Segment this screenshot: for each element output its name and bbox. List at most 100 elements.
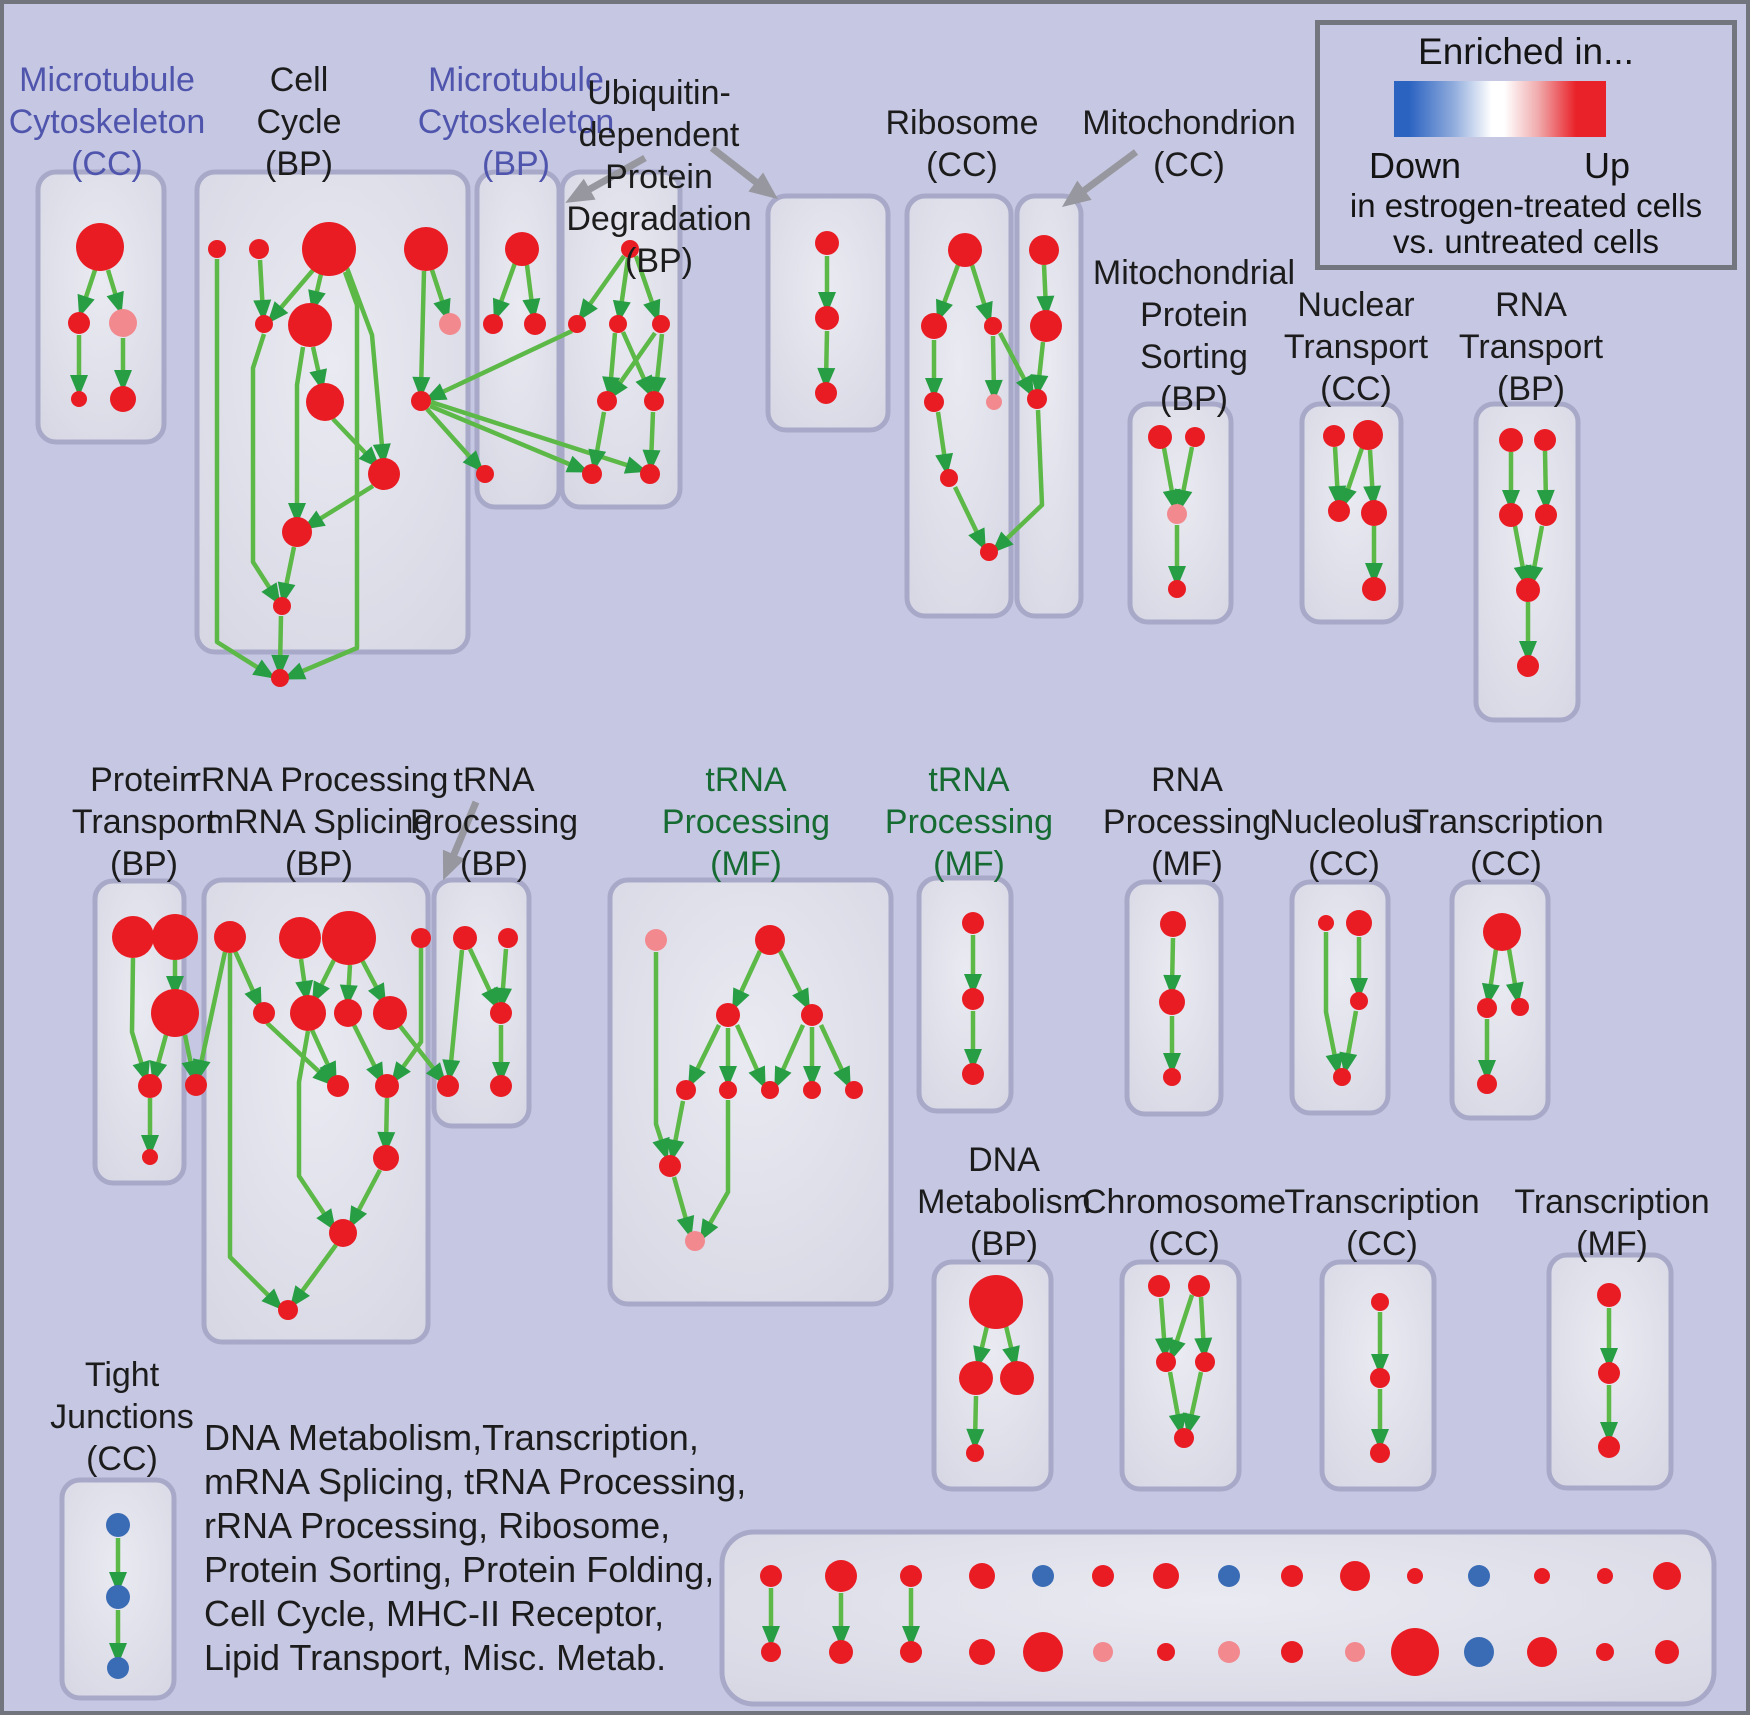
go-term-node <box>68 312 90 334</box>
go-term-node <box>109 309 137 337</box>
go-term-node <box>1407 1568 1423 1584</box>
go-term-node <box>1167 504 1187 524</box>
edge-arrow <box>412 270 431 399</box>
edge-arrow <box>607 331 657 401</box>
go-term-node <box>214 921 246 953</box>
go-term-node <box>761 1642 781 1662</box>
go-term-node <box>1174 1428 1194 1448</box>
go-term-node <box>1000 1361 1034 1395</box>
edge-arrow <box>666 1100 686 1162</box>
edge-arrow <box>973 1325 991 1369</box>
go-term-node <box>803 1081 821 1099</box>
edge-arrow <box>1168 1294 1195 1362</box>
go-term-node <box>453 926 477 950</box>
go-term-node <box>249 239 269 259</box>
edge-arrow <box>250 333 281 606</box>
cluster-box-transcription-cc-mid <box>1449 879 1551 1121</box>
go-term-node <box>815 306 839 330</box>
go-term-node <box>900 1641 922 1663</box>
go-term-node <box>685 1231 705 1251</box>
edge-arrow <box>588 411 607 472</box>
edge-arrow <box>1363 449 1382 508</box>
go-term-node <box>1093 1642 1113 1662</box>
go-term-node <box>1148 425 1172 449</box>
go-term-node <box>1153 1563 1179 1589</box>
go-term-node <box>676 1080 696 1100</box>
edge-arrow <box>282 271 360 680</box>
go-term-node <box>980 543 998 561</box>
edge-arrow <box>277 546 297 605</box>
edge-arrow <box>620 331 653 399</box>
go-term-node <box>152 914 198 960</box>
edge-arrow <box>818 1024 851 1090</box>
go-term-node <box>1597 1283 1621 1307</box>
go-term-node <box>924 392 944 412</box>
go-term-node <box>962 912 984 934</box>
go-term-node <box>208 240 226 258</box>
edge-arrow <box>351 1023 385 1086</box>
go-term-node <box>373 996 407 1030</box>
go-term-node <box>1163 1068 1181 1086</box>
legend-up-label: Up <box>1583 145 1631 186</box>
go-term-node <box>801 1004 823 1026</box>
go-term-node <box>271 669 289 687</box>
go-term-node <box>1477 1074 1497 1094</box>
go-term-node <box>1350 992 1368 1010</box>
edge-arrow <box>699 1100 731 1242</box>
go-term-node <box>1032 1565 1054 1587</box>
go-term-node <box>253 1002 275 1024</box>
go-term-node <box>439 313 461 335</box>
label-pointer-arrow <box>1061 149 1139 207</box>
edge-arrow <box>991 409 1045 554</box>
go-term-node <box>524 313 546 335</box>
edge-arrow <box>429 269 451 322</box>
go-term-node <box>597 391 617 411</box>
edge-arrow <box>296 1030 336 1232</box>
edge-arrow <box>998 331 1035 398</box>
edge-arrow <box>1182 1371 1204 1436</box>
edge-arrow <box>331 417 381 469</box>
color-legend: Enriched in... Down Up in estrogen-treat… <box>1315 20 1737 270</box>
go-term-node <box>1156 1352 1176 1372</box>
go-term-node <box>761 1081 779 1099</box>
go-term-node <box>1159 989 1185 1015</box>
edge-arrow <box>494 948 512 1010</box>
go-term-node <box>368 458 400 490</box>
edge-arrow <box>105 269 124 315</box>
go-term-node <box>969 1639 995 1665</box>
go-term-node <box>1596 1643 1614 1661</box>
edge-arrow <box>429 403 590 473</box>
go-term-node <box>1361 500 1387 526</box>
go-term-node <box>621 240 639 258</box>
edge-arrow <box>302 484 375 530</box>
go-term-node <box>375 1074 399 1098</box>
edge-arrow <box>232 950 262 1011</box>
go-term-node <box>1333 1068 1351 1086</box>
edge-arrow <box>214 259 276 679</box>
edge-arrow <box>577 254 626 322</box>
edge-arrow <box>1155 1297 1173 1360</box>
go-term-node <box>984 317 1002 335</box>
go-term-node <box>582 464 602 484</box>
go-term-node <box>306 383 344 421</box>
edge-arrow <box>309 1029 337 1085</box>
go-term-node <box>76 223 124 271</box>
go-term-node <box>1281 1565 1303 1587</box>
edge-arrow <box>377 1097 396 1154</box>
go-term-node <box>1218 1641 1240 1663</box>
go-term-node <box>969 1563 995 1589</box>
edge-arrow <box>1505 948 1524 1005</box>
edge-arrow <box>348 1168 382 1229</box>
go-term-node <box>1370 1368 1390 1388</box>
go-term-node <box>959 1361 993 1395</box>
edge-arrow <box>267 267 316 324</box>
go-term-node <box>609 315 627 333</box>
go-term-node <box>1483 913 1521 951</box>
legend-title: Enriched in... <box>1418 31 1634 72</box>
edge-arrow <box>966 1395 985 1451</box>
go-term-node <box>437 1075 459 1097</box>
go-term-node <box>1323 425 1345 447</box>
go-term-node <box>1534 429 1556 451</box>
go-term-node <box>110 386 136 412</box>
go-term-node <box>1168 580 1186 598</box>
